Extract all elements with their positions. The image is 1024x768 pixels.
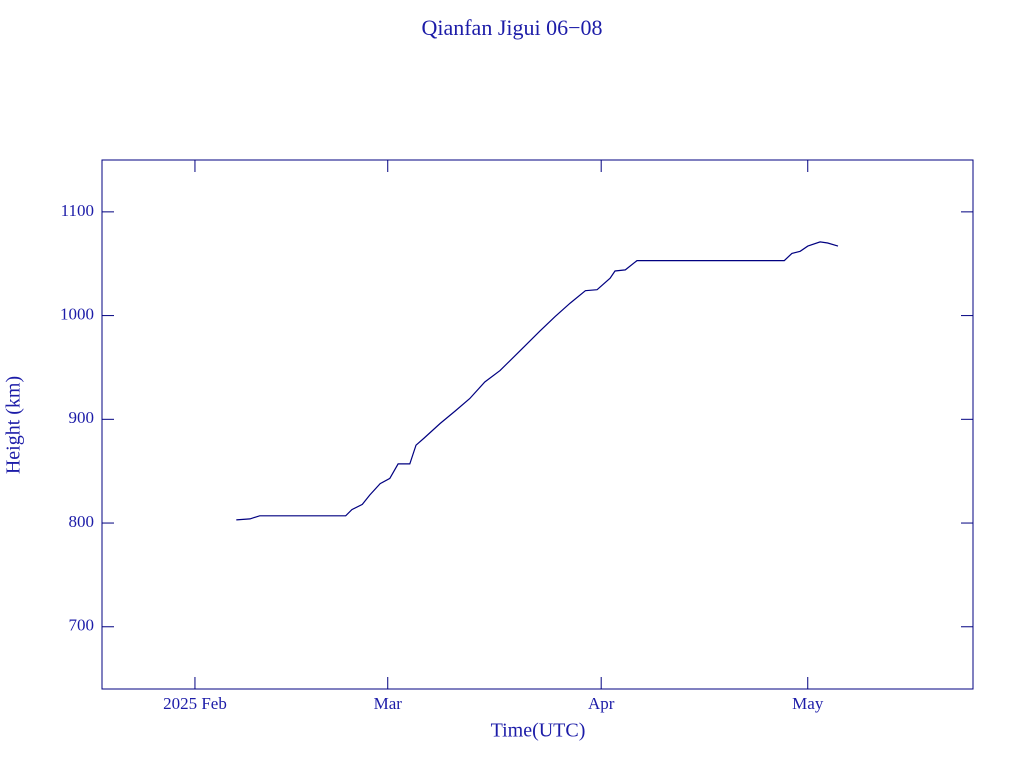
line — [236, 241, 839, 521]
y-tick-label: 1100 — [61, 201, 94, 220]
x-tick-label: May — [792, 694, 824, 713]
y-axis-label: Height (km) — [3, 376, 25, 474]
y-tick-label: 900 — [69, 408, 95, 427]
y-tick-label: 700 — [69, 616, 95, 635]
chart-title: Qianfan Jigui 06−08 — [421, 15, 602, 40]
x-axis-label: Time(UTC) — [491, 720, 586, 742]
plot-frame — [101, 159, 974, 690]
x-tick-label: Mar — [374, 694, 403, 713]
x-tick-label: Apr — [588, 694, 615, 713]
x-tick-label: 2025 Feb — [163, 694, 227, 713]
y-tick-label: 800 — [69, 512, 95, 531]
y-tick-label: 1000 — [60, 304, 94, 323]
